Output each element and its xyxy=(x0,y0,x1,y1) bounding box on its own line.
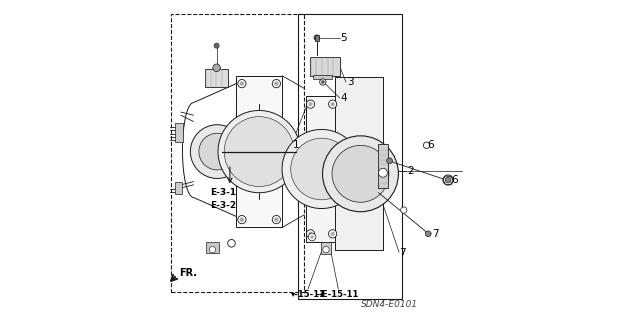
Circle shape xyxy=(308,102,312,106)
Bar xyxy=(298,14,402,299)
Circle shape xyxy=(238,79,246,88)
Circle shape xyxy=(272,79,280,88)
Circle shape xyxy=(424,142,429,148)
Circle shape xyxy=(331,102,335,106)
Text: E-3-1: E-3-1 xyxy=(211,188,237,197)
Circle shape xyxy=(426,231,431,237)
Circle shape xyxy=(307,100,315,108)
Text: ▾-15-11: ▾-15-11 xyxy=(291,290,326,299)
Circle shape xyxy=(272,215,280,224)
Circle shape xyxy=(213,64,220,71)
Circle shape xyxy=(310,235,314,239)
Bar xyxy=(236,76,282,227)
Circle shape xyxy=(378,168,387,177)
Circle shape xyxy=(387,158,392,164)
Bar xyxy=(315,35,319,41)
Circle shape xyxy=(445,177,451,183)
Circle shape xyxy=(218,110,300,193)
Bar xyxy=(175,182,182,194)
Text: SDN4-E0101: SDN4-E0101 xyxy=(361,300,418,309)
Circle shape xyxy=(321,80,324,84)
Circle shape xyxy=(275,218,278,222)
Circle shape xyxy=(401,207,407,213)
Text: 7: 7 xyxy=(399,248,406,258)
Text: 3: 3 xyxy=(347,77,353,87)
Text: →E-15-11: →E-15-11 xyxy=(316,290,359,299)
Bar xyxy=(313,75,332,79)
Text: 7: 7 xyxy=(432,229,439,239)
Text: 6: 6 xyxy=(451,175,458,185)
Circle shape xyxy=(323,136,399,212)
Text: 5: 5 xyxy=(340,33,347,43)
Bar xyxy=(175,123,184,142)
Text: 6: 6 xyxy=(428,140,434,150)
Circle shape xyxy=(214,43,219,48)
Bar xyxy=(306,96,337,242)
Circle shape xyxy=(228,240,236,247)
Circle shape xyxy=(240,82,244,86)
Circle shape xyxy=(282,130,361,209)
Circle shape xyxy=(314,35,320,41)
Circle shape xyxy=(238,215,246,224)
Bar xyxy=(172,14,304,292)
Circle shape xyxy=(328,100,337,108)
Circle shape xyxy=(320,79,326,85)
Bar xyxy=(335,77,383,250)
Circle shape xyxy=(328,230,337,238)
Circle shape xyxy=(291,138,353,200)
Circle shape xyxy=(443,175,453,185)
Text: 1: 1 xyxy=(293,140,300,150)
Bar xyxy=(321,242,331,254)
Text: 2: 2 xyxy=(407,166,413,175)
Circle shape xyxy=(275,82,278,86)
Circle shape xyxy=(331,232,335,236)
Circle shape xyxy=(224,117,294,187)
Bar xyxy=(205,69,228,87)
Circle shape xyxy=(307,230,315,238)
Circle shape xyxy=(308,233,316,241)
Text: E-3-2: E-3-2 xyxy=(211,201,237,210)
Circle shape xyxy=(332,145,389,202)
Bar xyxy=(378,144,388,188)
Text: 4: 4 xyxy=(340,93,347,103)
Bar xyxy=(206,242,219,253)
Circle shape xyxy=(308,232,312,236)
Circle shape xyxy=(240,218,244,222)
Bar xyxy=(310,57,340,76)
Circle shape xyxy=(209,247,216,253)
Circle shape xyxy=(323,247,329,253)
Text: FR.: FR. xyxy=(179,268,197,278)
Circle shape xyxy=(199,133,236,170)
Circle shape xyxy=(190,125,244,178)
